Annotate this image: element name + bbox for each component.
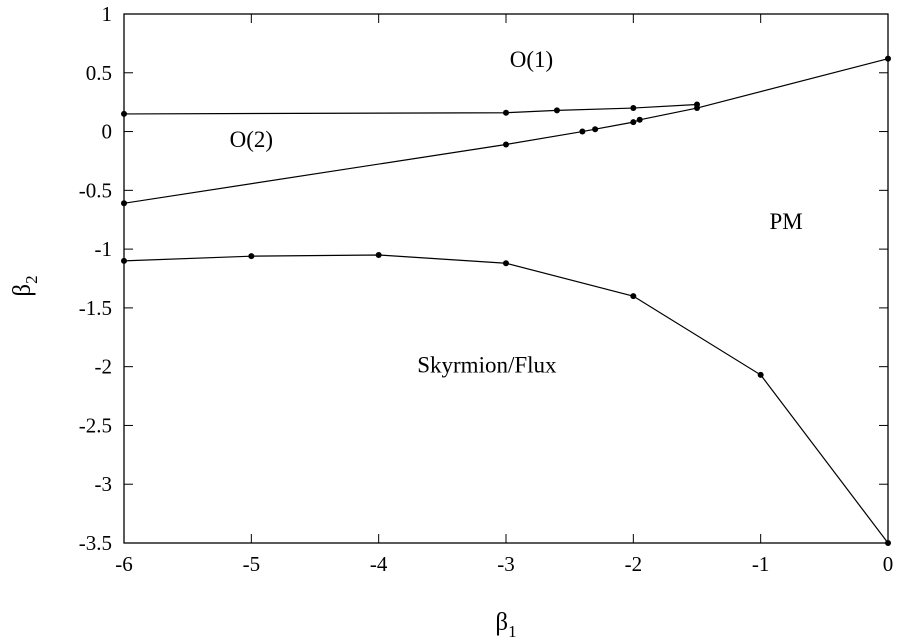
series-3-point (503, 260, 509, 267)
series-2-point (592, 126, 599, 133)
series-3-point (121, 257, 127, 264)
series-2-point (630, 119, 637, 126)
y-tick-label: 0 (102, 120, 113, 144)
series-2-point (636, 116, 643, 123)
series-2-point (579, 128, 586, 135)
y-axis-label-main: β (9, 284, 36, 297)
y-tick-label: -2 (95, 355, 113, 379)
y-axis-label-subscript: 2 (22, 275, 41, 284)
y-tick-label: -3 (95, 472, 113, 496)
plot-area-border (123, 13, 889, 544)
series-3-point (885, 540, 891, 546)
series-1-point (630, 105, 637, 112)
y-tick-label: -3.5 (79, 531, 112, 555)
series-1-point (503, 109, 509, 116)
x-tick-label: -6 (115, 552, 133, 576)
series-2-line (123, 58, 889, 204)
series-2-point (503, 141, 509, 148)
series-1-point (553, 107, 560, 114)
region-label: PM (770, 209, 803, 234)
tick-labels-group: -6 -5 -4 -3 -2 -1 0 1 0.5 0 -0.5 -1 -1.5 -2 -2.5 -3 -3.5 (79, 2, 894, 576)
series-1-line (123, 103, 698, 115)
y-tick-label: 1 (102, 2, 113, 26)
series-3-point (630, 293, 637, 300)
region-label: Skyrmion/Flux (417, 353, 557, 378)
series-2-point (885, 55, 891, 62)
y-tick-label: 0.5 (86, 61, 112, 85)
series-2-point (121, 200, 127, 207)
x-tick-label: 0 (883, 552, 894, 576)
x-axis-label-main: β (495, 609, 508, 636)
data-points-group (121, 55, 891, 546)
plot-frame-group (123, 13, 889, 544)
region-label: O(1) (510, 47, 553, 72)
x-tick-label: -5 (243, 552, 261, 576)
tick-marks-group (123, 13, 889, 544)
series-1-point (121, 110, 127, 117)
y-tick-label: -1.5 (79, 296, 112, 320)
region-label: O(2) (230, 127, 273, 152)
y-tick-label: -0.5 (79, 178, 112, 202)
x-tick-label: -3 (497, 552, 515, 576)
y-axis-label: β2 (9, 275, 41, 296)
x-tick-label: -2 (625, 552, 643, 576)
series-2-point (694, 105, 700, 112)
series-3-line (123, 254, 889, 544)
series-3-point (757, 371, 764, 378)
series-3-point (375, 251, 382, 258)
y-tick-label: -1 (95, 237, 113, 261)
x-tick-label: -4 (370, 552, 388, 576)
x-axis-label: β1 (495, 609, 516, 640)
series-3-point (248, 253, 255, 260)
x-axis-label-subscript: 1 (508, 622, 517, 640)
x-tick-label: -1 (752, 552, 770, 576)
region-labels-group: O(1) O(2) PM Skyrmion/Flux (230, 47, 803, 378)
y-tick-label: -2.5 (79, 413, 112, 437)
